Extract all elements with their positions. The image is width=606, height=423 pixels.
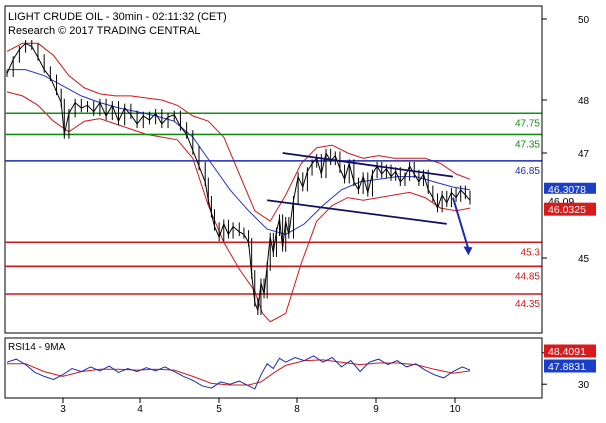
rsi-tag-label-1: 47.8831 bbox=[548, 361, 586, 373]
moving-average bbox=[7, 69, 471, 235]
level-label-2: 46.85 bbox=[515, 166, 540, 177]
price-tag-label-0: 46.3078 bbox=[548, 184, 586, 196]
price-y-tick-label-1: 48 bbox=[578, 96, 590, 107]
price-y-ticks: 50 48 47 45 bbox=[542, 15, 590, 265]
level-label-4: 44.85 bbox=[515, 271, 540, 282]
rsi-tag-label-0: 48.4091 bbox=[548, 346, 586, 358]
rsi-title: RSI14 - 9MA bbox=[8, 342, 66, 353]
level-label-1: 47.35 bbox=[515, 139, 540, 150]
bollinger-bands bbox=[6, 42, 471, 323]
chart-subtitle: Research © 2017 TRADING CENTRAL bbox=[8, 25, 201, 37]
channel-line-0 bbox=[282, 152, 454, 178]
x-axis: 3 4 5 8 9 10 bbox=[5, 397, 542, 415]
level-lines: 47.75 47.35 46.85 45.3 44.85 44.35 bbox=[5, 112, 542, 310]
price-series bbox=[6, 40, 471, 316]
price-tag-box-0 bbox=[544, 182, 596, 196]
level-label-3: 45.3 bbox=[521, 247, 541, 258]
moving-average-line bbox=[7, 69, 471, 235]
price-y-tick-label-3: 45 bbox=[578, 254, 590, 265]
band-upper-line bbox=[6, 42, 471, 222]
rsi-series bbox=[6, 355, 471, 390]
rsi-tags: 48.4091 47.8831 bbox=[544, 344, 596, 373]
forecast-arrow bbox=[452, 197, 473, 256]
chart-title: LIGHT CRUDE OIL - 30min - 02:11:32 (CET) bbox=[8, 11, 227, 23]
x-tick-label-3: 8 bbox=[294, 404, 300, 415]
x-tick-label-4: 9 bbox=[373, 404, 379, 415]
forecast-arrow-head bbox=[463, 246, 473, 256]
rsi-tag-box-1 bbox=[544, 359, 596, 373]
level-label-0: 47.75 bbox=[515, 118, 540, 129]
x-tick-label-5: 10 bbox=[449, 404, 461, 415]
rsi-line bbox=[6, 355, 471, 390]
price-panel: 47.75 47.35 46.85 45.3 44.85 44.35 LIGHT CRUD… bbox=[4, 5, 543, 334]
forecast-arrow-shaft bbox=[452, 197, 470, 250]
x-tick-label-1: 4 bbox=[137, 404, 143, 415]
price-line bbox=[6, 42, 471, 311]
price-y-tick-label-0: 50 bbox=[578, 15, 590, 26]
x-tick-label-2: 5 bbox=[216, 404, 222, 415]
price-tag-label-2: 46.0325 bbox=[548, 204, 586, 216]
channel-line-1 bbox=[267, 199, 447, 225]
rsi-tag-box-0 bbox=[544, 344, 596, 358]
band-lower-line bbox=[6, 91, 471, 323]
price-y-tick-label-2: 47 bbox=[578, 149, 590, 160]
price-tag-box-2 bbox=[544, 202, 596, 216]
rsi-y-tick-label-1: 30 bbox=[578, 380, 590, 391]
level-label-5: 44.35 bbox=[515, 299, 540, 310]
x-tick-label-0: 3 bbox=[60, 404, 66, 415]
channel-lines bbox=[267, 152, 454, 225]
